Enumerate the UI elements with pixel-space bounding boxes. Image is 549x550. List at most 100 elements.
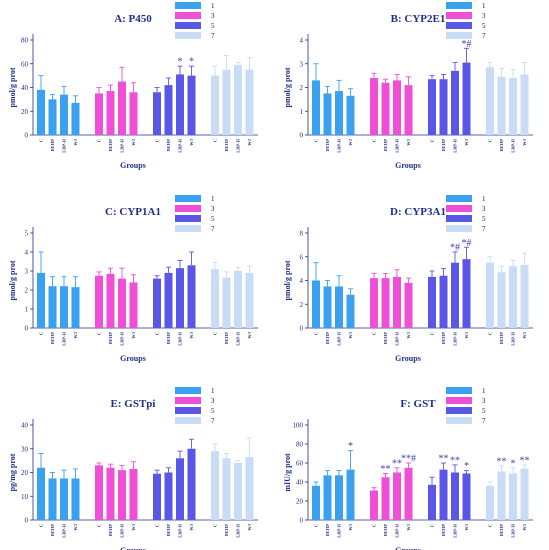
bar-7-WJ	[245, 457, 254, 520]
bar-3-C	[370, 78, 378, 135]
category-label: WJ	[348, 138, 353, 146]
category-label: DEHP	[383, 139, 388, 152]
chart-panel-5: E: GSTpi 0 10 20 30 40 pg/mg prot C DEHP LBP-H WJ C…	[8, 387, 258, 550]
significance-label: *#	[450, 243, 460, 254]
bar-5-C	[153, 92, 161, 135]
bar-5-C	[428, 79, 436, 135]
bar-5-WJ	[187, 265, 196, 328]
category-label: DEHP	[166, 139, 171, 152]
category-label: DEHP	[441, 139, 446, 152]
category-label: WJ	[406, 523, 411, 531]
y-tick-label: 60	[296, 460, 304, 468]
category-label: DEHP	[108, 332, 113, 345]
category-label: WJ	[131, 138, 136, 146]
legend-swatch-7	[175, 225, 201, 232]
x-axis-label: Groups	[120, 161, 146, 170]
legend-label: 3	[211, 205, 215, 213]
category-label: WJ	[406, 331, 411, 339]
category-label: LBP-H	[236, 139, 241, 153]
category-label: WJ	[522, 331, 527, 339]
bar-5-LBP-H	[451, 472, 459, 520]
bar-1-C	[312, 485, 320, 520]
category-label: C	[488, 524, 493, 527]
bar-3-WJ	[404, 85, 413, 135]
category-label: C	[155, 139, 160, 142]
category-label: LBP-H	[120, 524, 125, 538]
category-label: C	[39, 139, 44, 142]
legend-swatch-5	[446, 22, 472, 29]
bar-3-LBP-H	[118, 470, 126, 520]
y-tick-label: 2	[300, 301, 304, 309]
category-label: C	[372, 139, 377, 142]
bar-3-DEHP	[381, 278, 390, 328]
category-label: C	[314, 139, 319, 142]
bar-1-WJ	[71, 478, 80, 520]
x-axis-label: Groups	[395, 161, 421, 170]
significance-label: *	[178, 57, 183, 68]
significance-label: **	[439, 454, 449, 465]
significance-label: **	[520, 455, 530, 466]
bar-1-LBP-H	[335, 286, 343, 328]
legend: 1 3 5 7	[175, 387, 215, 425]
chart-panel-4: D: CYP3A1 0 2 4 6 8 pmol/g prot C DEHP LBP-H WJ C DE…	[283, 195, 533, 363]
bar-7-WJ	[520, 265, 529, 328]
y-tick-label: 80	[21, 37, 29, 45]
legend-label: 5	[211, 22, 215, 30]
y-tick-label: 20	[21, 469, 29, 477]
category-label: C	[372, 524, 377, 527]
chart-title: E: GSTpi	[111, 398, 156, 410]
category-label: LBP-H	[178, 524, 183, 538]
bar-5-DEHP	[439, 275, 448, 328]
x-axis-label: Groups	[120, 546, 146, 550]
significance-label: **	[497, 456, 507, 467]
category-label: C	[39, 524, 44, 527]
y-tick-label: 0	[25, 325, 29, 333]
category-label: C	[97, 332, 102, 335]
y-tick-label: 0	[25, 517, 29, 525]
category-label: WJ	[348, 331, 353, 339]
bar-7-LBP-H	[234, 64, 242, 135]
y-tick-label: 2	[25, 287, 29, 295]
category-label: C	[213, 524, 218, 527]
category-label: DEHP	[441, 524, 446, 537]
bar-3-C	[95, 465, 103, 520]
category-label: DEHP	[166, 524, 171, 537]
bar-1-WJ	[346, 95, 355, 135]
category-label: DEHP	[166, 332, 171, 345]
y-tick-label: 40	[296, 479, 304, 487]
category-label: WJ	[464, 138, 469, 146]
legend-label: 3	[211, 12, 215, 20]
bar-7-LBP-H	[509, 473, 517, 520]
y-tick-label: 2	[300, 84, 304, 92]
bar-3-DEHP	[381, 477, 390, 520]
bar-1-LBP-H	[60, 478, 68, 520]
category-label: DEHP	[224, 139, 229, 152]
legend-swatch-1	[446, 387, 472, 394]
y-axis-label: pmol/g prot	[283, 67, 292, 107]
legend-swatch-5	[175, 407, 201, 414]
y-axis-label: pg/mg prot	[8, 453, 17, 491]
category-label: LBP-H	[62, 524, 67, 538]
legend-label: 1	[211, 195, 215, 203]
bar-7-WJ	[520, 468, 529, 520]
category-label: C	[488, 139, 493, 142]
category-label: DEHP	[50, 524, 55, 537]
y-tick-label: 8	[300, 230, 304, 238]
legend: 1 3 5 7	[446, 195, 486, 233]
significance-label: **	[392, 458, 402, 469]
legend-label: 3	[482, 205, 486, 213]
bar-3-WJ	[129, 282, 138, 328]
significance-label: *	[511, 458, 516, 469]
category-label: C	[430, 524, 435, 527]
legend-swatch-3	[175, 205, 201, 212]
bar-3-DEHP	[381, 82, 390, 135]
y-tick-label: 1	[25, 306, 29, 314]
legend-label: 3	[482, 397, 486, 405]
bar-1-WJ	[346, 294, 355, 328]
bar-7-WJ	[245, 272, 254, 328]
bar-1-C	[312, 280, 320, 328]
chart-title: B: CYP2E1	[391, 13, 446, 25]
category-label: DEHP	[325, 524, 330, 537]
bar-7-LBP-H	[234, 271, 242, 328]
category-label: LBP-H	[453, 139, 458, 153]
